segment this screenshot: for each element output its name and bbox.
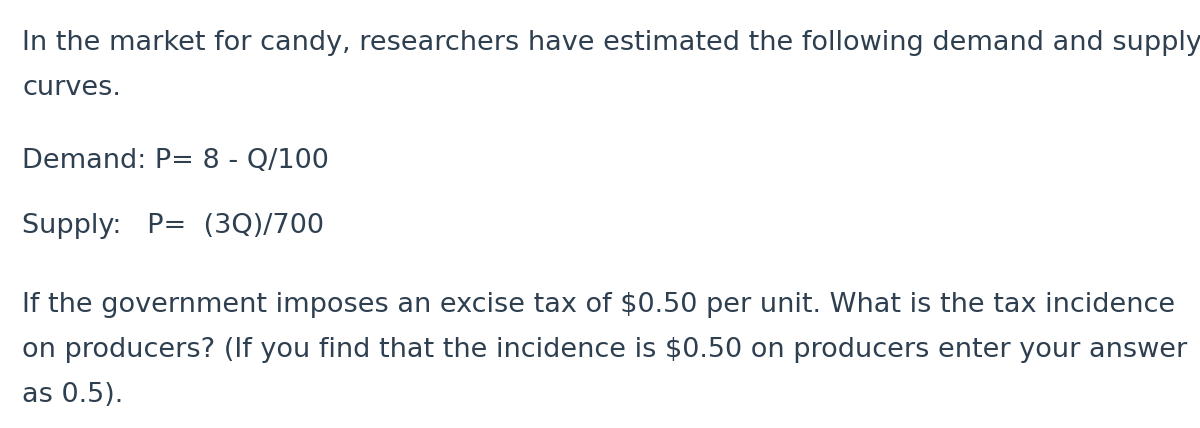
Text: Supply:   P=  (3Q)/700: Supply: P= (3Q)/700 xyxy=(22,213,324,239)
Text: curves.: curves. xyxy=(22,75,121,101)
Text: on producers? (If you find that the incidence is $0.50 on producers enter your a: on producers? (If you find that the inci… xyxy=(22,337,1187,363)
Text: as 0.5).: as 0.5). xyxy=(22,382,124,408)
Text: In the market for candy, researchers have estimated the following demand and sup: In the market for candy, researchers hav… xyxy=(22,30,1200,56)
Text: Demand: P= 8 - Q/100: Demand: P= 8 - Q/100 xyxy=(22,148,329,174)
Text: If the government imposes an excise tax of $0.50 per unit. What is the tax incid: If the government imposes an excise tax … xyxy=(22,292,1175,318)
